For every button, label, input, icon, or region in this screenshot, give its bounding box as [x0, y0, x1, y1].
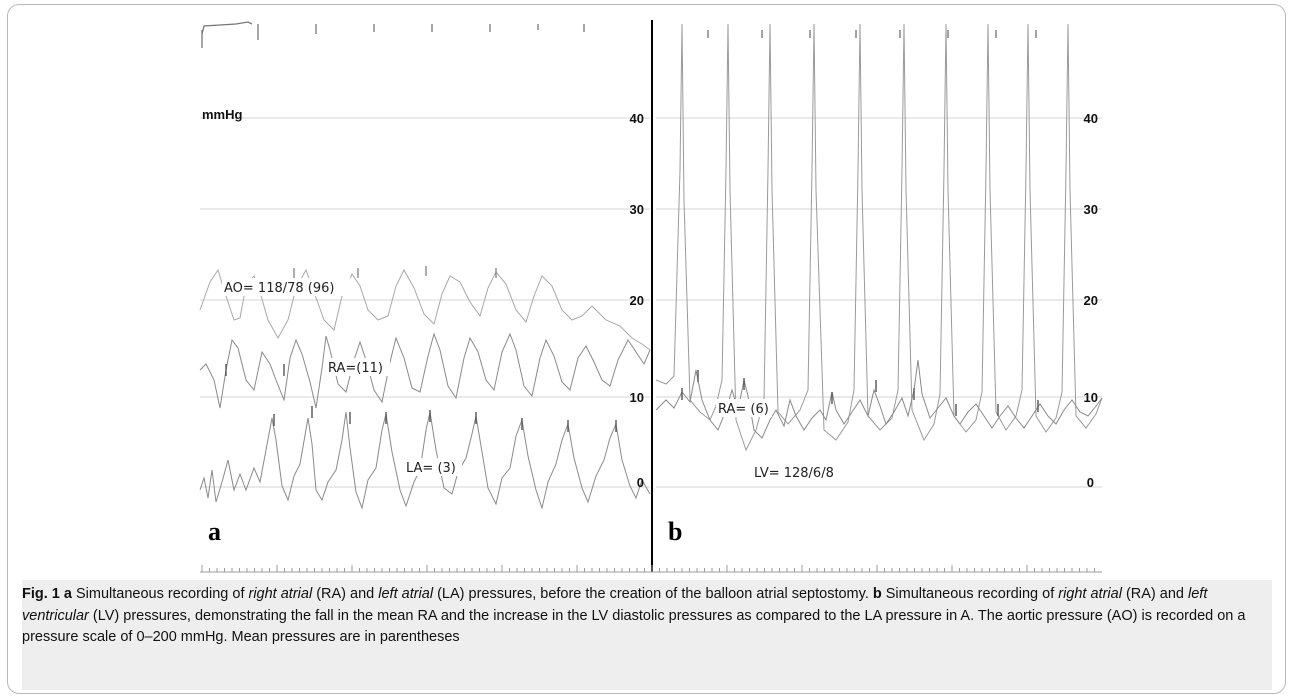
caption-b-text-3: (LV) pressures, demonstrating the fall i…	[22, 607, 1246, 646]
panel-b-tick-10: 10	[1084, 390, 1098, 405]
ao-label: AO= 118/78 (96)	[224, 281, 334, 296]
panel-b-letter: b	[668, 517, 682, 546]
panel-b-tick-40: 40	[1084, 111, 1098, 126]
figure-caption: Fig. 1 a Simultaneous recording of right…	[22, 580, 1272, 690]
caption-a-italic-1: right atrial	[248, 586, 313, 602]
panel-a-tick-40: 40	[630, 111, 644, 126]
caption-a-text-1: Simultaneous recording of	[71, 586, 249, 602]
time-ruler-ticks	[201, 565, 1095, 572]
caption-b-letter: b	[872, 586, 882, 602]
panel-b-tick-20: 20	[1084, 293, 1098, 308]
panel-a-grid	[200, 117, 650, 488]
caption-b-text-1: Simultaneous recording of	[881, 586, 1059, 602]
panel-a-tick-0: 0	[637, 475, 644, 490]
ra-marks-a	[225, 364, 617, 432]
caption-fig-label: Fig. 1	[22, 586, 60, 602]
panel-a-letter: a	[208, 517, 221, 546]
pressure-tracing-figure: mmHg 40 30 20 10 0 40 30 20 10 0 AO= 118…	[199, 20, 1103, 573]
panel-a-ecg-marks	[201, 21, 585, 48]
panel-b-tick-30: 30	[1084, 202, 1098, 217]
caption-b-italic-1: right atrial	[1058, 586, 1122, 602]
caption-a-letter: a	[63, 586, 72, 602]
panel-b-tick-0: 0	[1087, 475, 1094, 490]
la-pressure-trace	[199, 411, 651, 510]
panel-a-tick-10: 10	[630, 390, 644, 405]
caption-b-text-2: (RA) and	[1121, 586, 1189, 602]
figure-frame	[7, 4, 1286, 694]
unit-label: mmHg	[202, 107, 243, 122]
caption-a-italic-2: left atrial	[378, 586, 434, 602]
ra-label-a: RA=(11)	[328, 361, 383, 376]
panel-a-tick-20: 20	[630, 293, 644, 308]
lv-label: LV= 128/6/8	[754, 466, 834, 481]
ra-pressure-trace-a	[199, 332, 651, 409]
caption-b-italic-2: left ventricular	[22, 586, 1208, 624]
la-label: LA= (3)	[406, 461, 456, 476]
panel-a-tick-30: 30	[630, 202, 644, 217]
ra-pressure-trace-b	[655, 359, 1103, 439]
panel-b-ecg-marks	[707, 30, 1037, 38]
ra-marks-b	[681, 370, 1039, 416]
caption-a-text-3: (LA) pressures, before the creation of t…	[433, 586, 873, 602]
ra-label-b: RA= (6)	[718, 402, 769, 417]
caption-a-text-2: (RA) and	[312, 586, 379, 602]
ao-pressure-trace	[199, 268, 651, 351]
panel-b-grid	[656, 117, 1102, 488]
lv-pressure-trace	[655, 23, 1103, 452]
